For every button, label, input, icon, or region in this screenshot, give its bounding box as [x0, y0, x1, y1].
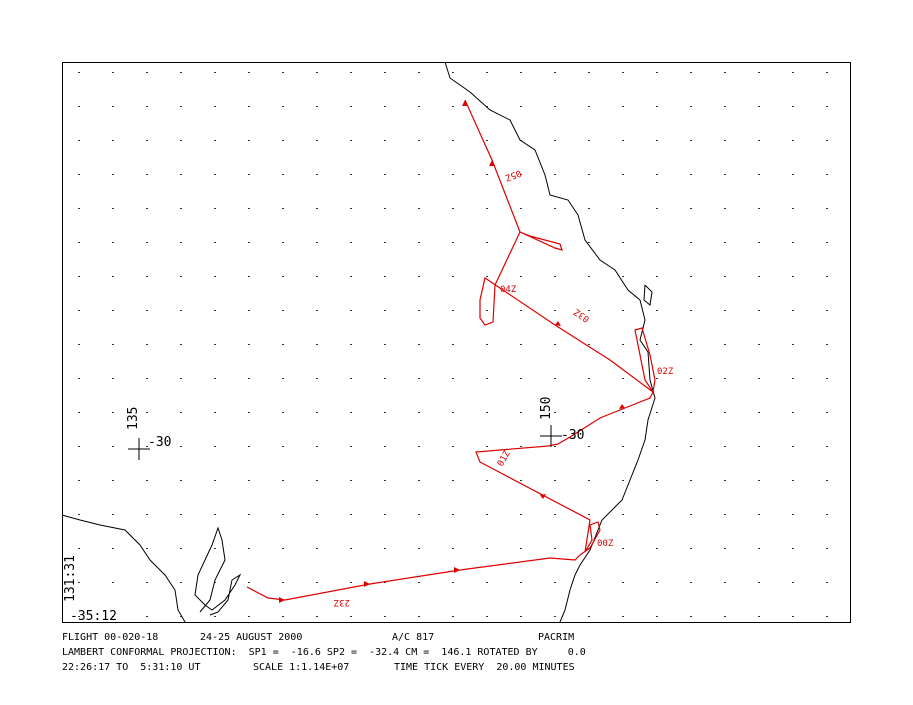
- footer-text: PACRIM: [538, 632, 574, 643]
- footer-text: 24-25 AUGUST 2000: [200, 632, 302, 643]
- footer-text: 22:26:17 TO 5:31:10 UT: [62, 662, 200, 673]
- time-label: 00Z: [597, 539, 614, 549]
- corner-label: -35:12: [70, 609, 117, 624]
- footer-text: LAMBERT CONFORMAL PROJECTION: SP1 = -16.…: [62, 647, 586, 658]
- grid-label: 135: [126, 407, 141, 430]
- time-label: 04Z: [500, 285, 517, 295]
- lat-lon-dots: [62, 62, 850, 622]
- flight-track: [246, 99, 656, 601]
- time-label: 02Z: [657, 367, 674, 377]
- map-frame: [62, 62, 851, 623]
- footer-text: TIME TICK EVERY 20.00 MINUTES: [394, 662, 575, 673]
- grid-label: -30: [148, 435, 171, 450]
- corner-label: 131:31: [63, 555, 78, 602]
- direction-arrows: [279, 100, 625, 603]
- grid-crosses: [128, 425, 562, 460]
- footer-text: FLIGHT 00-020-18: [62, 632, 158, 643]
- time-label: 23Z: [333, 597, 350, 607]
- footer-text: SCALE 1:1.14E+07: [253, 662, 349, 673]
- grid-label: -30: [561, 428, 584, 443]
- footer-text: A/C 817: [392, 632, 434, 643]
- grid-label: 150: [539, 397, 554, 420]
